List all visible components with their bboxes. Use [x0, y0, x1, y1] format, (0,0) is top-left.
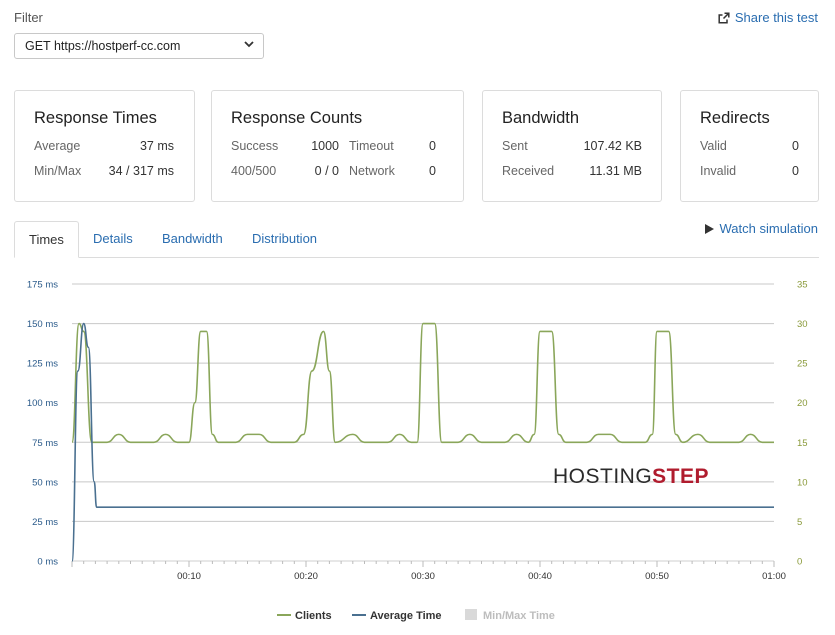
y-right-tick-label: 30	[797, 319, 808, 330]
card-title: Bandwidth	[502, 109, 580, 127]
watch-simulation-label: Watch simulation	[719, 221, 819, 236]
x-tick-label: 00:40	[528, 571, 552, 582]
share-link[interactable]: Share this test	[718, 10, 818, 25]
card-label: Valid	[700, 139, 727, 153]
card-label: Network	[349, 164, 395, 178]
y-right-tick-label: 20	[797, 398, 808, 409]
x-tick-label: 01:00	[762, 571, 786, 582]
hostingstep-logo: HOSTINGSTEP	[553, 465, 709, 489]
y-right-tick-label: 35	[797, 280, 808, 291]
y-left-tick-label: 175 ms	[27, 280, 58, 291]
card-value: 37 ms	[139, 139, 174, 153]
card-title: Response Counts	[231, 109, 363, 127]
filter-label: Filter	[14, 10, 43, 25]
card-label: Received	[502, 164, 555, 178]
x-axis: 00:10 00:20 00:30 00:40 00:50 01:00	[71, 561, 786, 582]
legend-label: Min/Max Time	[483, 610, 555, 622]
card-label: Sent	[502, 139, 528, 153]
x-tick-label: 00:30	[411, 571, 435, 582]
y-right-tick-label: 25	[797, 359, 808, 370]
y-axis-left: 0 ms 25 ms 50 ms 75 ms 100 ms 125 ms 150 ms 175…	[27, 280, 58, 568]
tab-details[interactable]: Details	[93, 231, 133, 246]
card-value: 0	[792, 139, 799, 153]
y-right-tick-label: 5	[797, 517, 802, 528]
tab-bar: Times Details Bandwidth Distribution	[14, 221, 819, 258]
y-left-tick-label: 150 ms	[27, 319, 58, 330]
card-title: Redirects	[700, 109, 770, 127]
card-value: 1000	[311, 139, 339, 153]
y-left-tick-label: 125 ms	[27, 359, 58, 370]
card-label: Min/Max	[34, 164, 82, 178]
x-tick-label: 00:20	[294, 571, 318, 582]
y-left-tick-label: 25 ms	[32, 517, 58, 528]
y-right-tick-label: 10	[797, 477, 808, 488]
y-axis-right: 0 5 10 15 20 25 30 35	[797, 280, 808, 568]
chart-lines	[71, 322, 774, 562]
chevron-down-icon	[244, 41, 254, 48]
y-right-tick-label: 15	[797, 438, 808, 449]
card-value: 0	[792, 164, 799, 178]
filter-select[interactable]: GET https://hostperf-cc.com	[14, 33, 264, 59]
response-counts-card: Response Counts Success 1000 Timeout 0 4…	[211, 90, 464, 202]
redirects-card: Redirects Valid 0 Invalid 0	[680, 90, 819, 202]
card-title: Response Times	[34, 109, 157, 127]
logo-part2: STEP	[652, 465, 710, 488]
logo-part1: HOSTING	[553, 465, 653, 488]
response-times-card: Response Times Average 37 ms Min/Max 34 …	[14, 90, 195, 202]
y-left-tick-label: 50 ms	[32, 477, 58, 488]
card-value: 0	[429, 164, 436, 178]
tab-distribution[interactable]: Distribution	[252, 231, 318, 246]
card-label: Timeout	[349, 139, 394, 153]
play-icon	[704, 223, 714, 234]
bandwidth-card: Bandwidth Sent 107.42 KB Received 11.31 …	[482, 90, 662, 202]
card-value: 107.42 KB	[583, 139, 642, 153]
y-left-tick-label: 0 ms	[37, 557, 58, 568]
series-line-clients	[71, 322, 774, 444]
x-tick-label: 00:50	[645, 571, 669, 582]
tab-bandwidth[interactable]: Bandwidth	[162, 231, 223, 246]
times-chart: 0 ms 25 ms 50 ms 75 ms 100 ms 125 ms 150 ms 175…	[27, 280, 808, 623]
share-link-label: Share this test	[734, 10, 818, 25]
card-label: Invalid	[700, 164, 737, 178]
legend-label: Average Time	[370, 610, 442, 622]
card-value: 11.31 MB	[589, 164, 642, 178]
share-icon	[718, 11, 730, 24]
series-line-average-time	[71, 322, 774, 562]
y-left-tick-label: 100 ms	[27, 398, 58, 409]
card-value: 34 / 317 ms	[108, 164, 174, 178]
legend-label: Clients	[295, 610, 332, 622]
tab-times[interactable]: Times	[14, 221, 79, 258]
card-value: 0 / 0	[314, 164, 339, 178]
chart-grid	[72, 283, 774, 562]
card-value: 0	[429, 139, 436, 153]
watch-simulation-link[interactable]: Watch simulation	[704, 221, 819, 236]
card-label: Average	[34, 139, 81, 153]
card-label: 400/500	[231, 164, 277, 178]
legend-swatch	[465, 609, 477, 620]
y-right-tick-label: 0	[797, 557, 802, 568]
chart-legend: Clients Average Time Min/Max Time	[277, 609, 555, 622]
card-label: Success	[231, 139, 279, 153]
y-left-tick-label: 75 ms	[32, 438, 58, 449]
x-tick-label: 00:10	[177, 571, 201, 582]
filter-select-value: GET https://hostperf-cc.com	[25, 39, 181, 53]
